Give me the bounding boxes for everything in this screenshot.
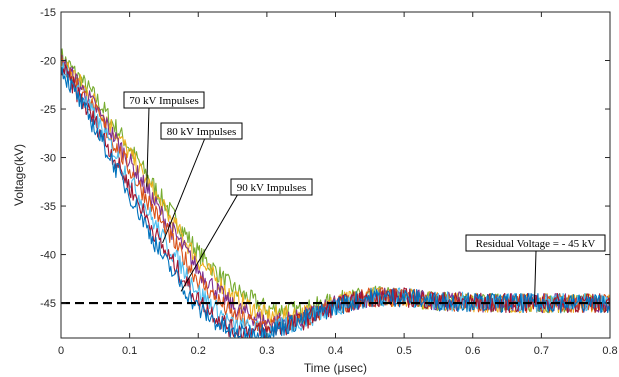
annotation-box-80kv <box>160 122 243 140</box>
annotation-text-90kv: 90 kV Impulses <box>237 182 306 194</box>
x-tick-label: 0.2 <box>191 345 206 357</box>
x-tick-label: 0.5 <box>396 345 411 357</box>
x-axis-label: Time (μsec) <box>304 361 367 375</box>
annotation-arrow-90kv <box>180 193 239 292</box>
annotation-arrow-80kv <box>162 137 206 244</box>
annotation-box-90kv <box>230 178 313 196</box>
x-tick-label: 0.4 <box>328 345 343 357</box>
y-tick-label: -30 <box>40 153 56 165</box>
y-tick-label: -35 <box>40 201 56 213</box>
x-tick-label: 0.8 <box>602 345 617 357</box>
x-tick-label: 0.3 <box>259 345 274 357</box>
x-tick-label: 0.7 <box>534 345 549 357</box>
y-tick-label: -15 <box>40 7 56 19</box>
axis-ticks: 0 0.1 0.2 0.3 0.4 0.5 0.6 0.7 0.8 -15 -20 -25 -30 -35… <box>40 7 618 357</box>
y-tick-label: -20 <box>40 56 56 68</box>
y-tick-label: -45 <box>40 298 56 310</box>
voltage-series-1 <box>60 48 611 321</box>
y-tick-label: -25 <box>40 104 56 116</box>
annotation-text-residual: Residual Voltage = - 45 kV <box>476 238 596 250</box>
annotation-text-70kv: 70 kV Impulses <box>129 95 198 107</box>
annotations: 70 kV Impulses 80 kV Impulses 90 kV Impu… <box>123 91 606 304</box>
y-axis-label: Voltage(kV) <box>12 144 26 206</box>
annotation-arrow-residual <box>534 250 537 304</box>
annotation-box-residual <box>465 234 606 252</box>
annotation-text-80kv: 80 kV Impulses <box>167 126 236 138</box>
x-tick-label: 0 <box>58 345 64 357</box>
annotation-arrow-70kv <box>146 106 150 187</box>
x-tick-label: 0.1 <box>122 345 137 357</box>
voltage-series-7 <box>60 67 611 339</box>
annotation-box-70kv <box>123 91 205 109</box>
x-tick-label: 0.6 <box>465 345 480 357</box>
y-tick-label: -40 <box>40 250 56 262</box>
